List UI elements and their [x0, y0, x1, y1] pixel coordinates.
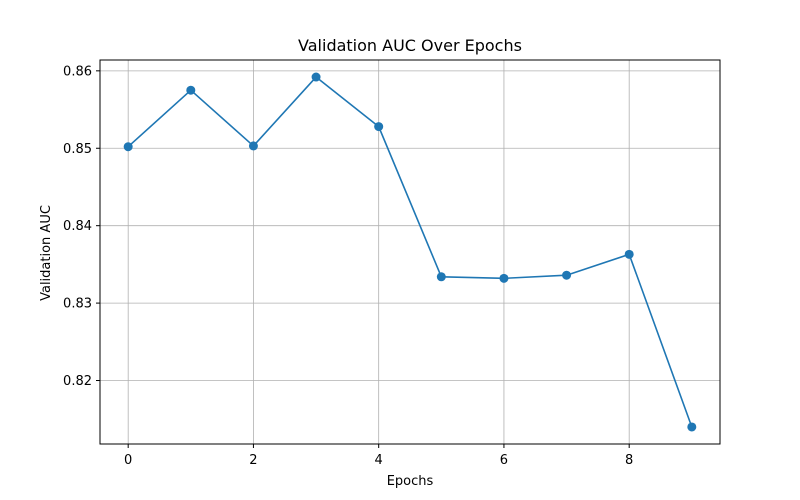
- ticks-layer: 0 2 4 6 8 0.82 0.83 0.84 0.85 0.86: [63, 64, 633, 468]
- x-tick-label-4: 8: [625, 453, 633, 468]
- x-axis-label: Epochs: [387, 474, 434, 489]
- data-point-0: [123, 142, 133, 152]
- plot-frame: [99, 59, 721, 445]
- data-point-9: [687, 422, 697, 432]
- data-point-7: [562, 270, 572, 280]
- y-axis-label: Validation AUC: [39, 205, 54, 301]
- x-tick-label-3: 6: [500, 453, 508, 468]
- x-tick-label-1: 2: [249, 453, 257, 468]
- data-point-3: [311, 72, 321, 82]
- data-point-6: [499, 273, 509, 283]
- chart-title: Validation AUC Over Epochs: [298, 36, 522, 55]
- axes-layer: [99, 59, 721, 445]
- data-point-2: [248, 141, 258, 151]
- y-tick-label-2: 0.84: [63, 219, 92, 234]
- y-tick-label-1: 0.83: [63, 297, 92, 312]
- y-tick-label-0: 0.82: [63, 374, 92, 389]
- series-line-0: [127, 76, 693, 428]
- y-tick-label-3: 0.85: [63, 142, 92, 157]
- series-layer: [123, 72, 697, 432]
- data-point-4: [374, 122, 384, 132]
- x-tick-label-2: 4: [375, 453, 383, 468]
- data-point-8: [624, 249, 634, 259]
- data-point-1: [186, 85, 196, 95]
- y-tick-label-4: 0.86: [63, 64, 92, 79]
- x-tick-label-0: 0: [124, 453, 132, 468]
- data-point-5: [436, 272, 446, 282]
